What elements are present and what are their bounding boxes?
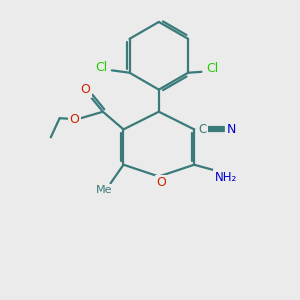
Text: C: C bbox=[198, 123, 206, 136]
Text: O: O bbox=[80, 83, 90, 96]
Text: NH₂: NH₂ bbox=[214, 171, 237, 184]
Text: Me: Me bbox=[95, 185, 112, 195]
Text: O: O bbox=[156, 176, 166, 190]
Text: Cl: Cl bbox=[95, 61, 107, 74]
Text: N: N bbox=[227, 123, 236, 136]
Text: O: O bbox=[69, 113, 79, 126]
Text: Cl: Cl bbox=[206, 62, 219, 75]
